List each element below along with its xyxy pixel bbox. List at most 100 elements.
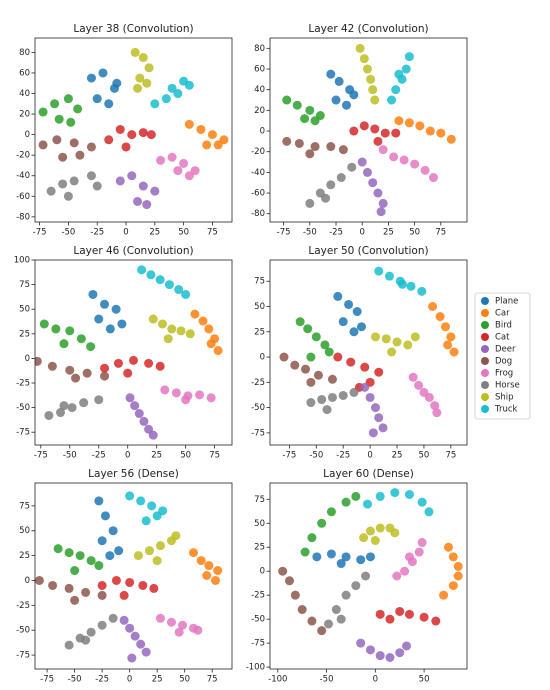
y-tick-label: -25 bbox=[16, 601, 30, 611]
point bbox=[138, 580, 148, 590]
point bbox=[305, 198, 315, 208]
x-tick-label: -25 bbox=[92, 451, 106, 461]
point bbox=[123, 368, 133, 378]
point bbox=[38, 140, 48, 150]
point bbox=[181, 289, 191, 299]
point bbox=[446, 332, 456, 342]
point bbox=[58, 179, 68, 189]
point bbox=[321, 193, 331, 203]
y-tick-label: 75 bbox=[19, 501, 30, 511]
point bbox=[141, 647, 151, 657]
y-tick-label: 60 bbox=[19, 68, 30, 78]
point bbox=[436, 128, 446, 138]
plot-area bbox=[38, 47, 229, 210]
point bbox=[394, 116, 404, 126]
panel-title: Layer 38 (Convolution) bbox=[73, 23, 193, 35]
y-tick-label: -75 bbox=[16, 651, 30, 661]
point bbox=[125, 623, 135, 633]
point bbox=[97, 580, 107, 590]
point bbox=[326, 549, 336, 559]
point bbox=[357, 157, 367, 167]
point bbox=[420, 165, 430, 175]
x-tick-label: 0 bbox=[360, 228, 365, 238]
y-tick-label: 80 bbox=[19, 48, 30, 58]
point bbox=[282, 136, 292, 146]
point bbox=[390, 488, 400, 498]
point bbox=[306, 352, 316, 362]
point bbox=[368, 85, 378, 95]
point bbox=[305, 105, 315, 115]
point bbox=[306, 398, 316, 408]
point bbox=[65, 326, 75, 336]
point bbox=[402, 641, 412, 651]
point bbox=[44, 410, 54, 420]
point bbox=[171, 531, 181, 541]
point bbox=[195, 390, 205, 400]
point bbox=[144, 63, 154, 73]
point bbox=[322, 405, 332, 415]
legend-label: Plane bbox=[495, 297, 518, 307]
point bbox=[310, 142, 320, 152]
point bbox=[390, 528, 400, 538]
point bbox=[213, 566, 223, 576]
point bbox=[113, 358, 123, 368]
point bbox=[174, 627, 184, 637]
point bbox=[94, 496, 104, 506]
point bbox=[400, 566, 410, 576]
y-tick-label: -20 bbox=[251, 147, 265, 157]
point bbox=[401, 64, 411, 74]
point bbox=[94, 561, 104, 571]
point bbox=[410, 332, 420, 342]
y-tick-label: 0 bbox=[25, 576, 30, 586]
point bbox=[161, 94, 171, 104]
point bbox=[338, 390, 348, 400]
point bbox=[327, 374, 337, 384]
point bbox=[52, 135, 62, 145]
point bbox=[188, 548, 198, 558]
point bbox=[387, 95, 397, 105]
panel-title: Layer 42 (Convolution) bbox=[308, 23, 428, 35]
point bbox=[324, 347, 334, 357]
point bbox=[410, 159, 420, 169]
point bbox=[130, 401, 140, 411]
point bbox=[417, 537, 427, 547]
point bbox=[424, 507, 434, 517]
y-tick-label: 50 bbox=[19, 305, 30, 315]
point bbox=[336, 559, 346, 569]
point bbox=[54, 114, 64, 124]
x-tick-label: 50 bbox=[419, 451, 430, 461]
point bbox=[76, 334, 86, 344]
x-tick-label: -25 bbox=[90, 228, 104, 238]
point bbox=[428, 302, 438, 312]
point bbox=[449, 347, 459, 357]
point bbox=[278, 566, 288, 576]
x-tick-label: 25 bbox=[149, 228, 160, 238]
x-tick-label: 50 bbox=[419, 675, 430, 685]
point bbox=[86, 556, 96, 566]
point bbox=[341, 590, 351, 600]
point bbox=[111, 575, 121, 585]
point bbox=[311, 332, 321, 342]
x-tick-label: 0 bbox=[367, 451, 372, 461]
point bbox=[147, 501, 157, 511]
point bbox=[370, 536, 380, 546]
legend-marker bbox=[481, 405, 489, 413]
point bbox=[164, 280, 174, 290]
point bbox=[173, 89, 183, 99]
y-tick-label: 0 bbox=[260, 127, 265, 137]
point bbox=[167, 324, 177, 334]
point bbox=[403, 340, 413, 350]
point bbox=[419, 612, 429, 622]
point bbox=[424, 392, 434, 402]
x-tick-label: 0 bbox=[123, 228, 128, 238]
point bbox=[368, 178, 378, 188]
point bbox=[300, 114, 310, 124]
point bbox=[125, 577, 135, 587]
point bbox=[378, 145, 388, 155]
y-tick-label: 25 bbox=[254, 327, 265, 337]
point bbox=[312, 552, 322, 562]
point bbox=[326, 142, 336, 152]
y-tick-label: -100 bbox=[246, 663, 265, 673]
point bbox=[69, 176, 79, 186]
point bbox=[425, 126, 435, 136]
